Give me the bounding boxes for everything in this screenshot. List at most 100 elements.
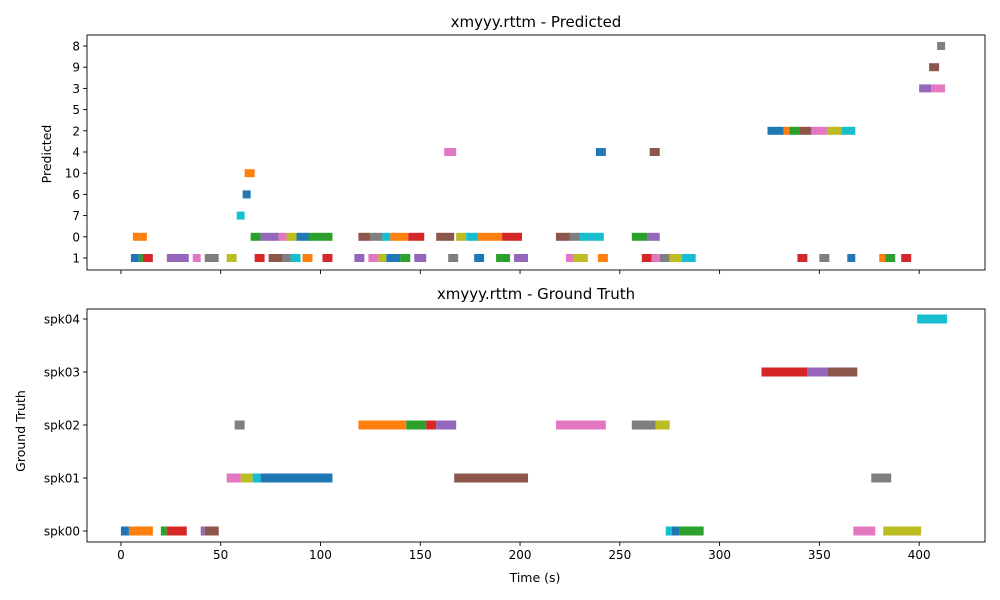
y-tick-label: 2 [72,124,80,138]
segment-bar [496,254,511,262]
segment-bar [436,232,455,241]
y-tick-label: spk01 [44,472,80,486]
segment-bar [166,526,187,536]
segment-bar [555,420,606,430]
segment-bar [871,473,892,483]
y-tick-label: 10 [65,167,80,181]
segment-bar [406,420,427,430]
segment-bar [268,254,283,262]
y-tick-label: 9 [72,61,80,75]
segment-bar [841,126,856,135]
segment-bar [651,254,660,262]
segment-bar [917,314,948,324]
segment-bar [456,232,467,241]
segment-bar [573,254,588,262]
segment-bar [671,526,680,536]
segment-bar [931,84,946,93]
segment-bar [454,473,529,483]
predicted-title: xmyyy.rttm - Predicted [451,13,622,31]
segment-bar [901,254,912,262]
segment-bar [226,254,237,262]
segment-bar [128,526,153,536]
segment-bar [200,526,205,536]
x-tick-label: 0 [117,548,125,562]
segment-bar [641,254,652,262]
segment-bar [278,232,287,241]
y-tick-label: spk03 [44,366,80,380]
segment-bar [631,420,656,430]
y-tick-label: spk00 [44,525,80,539]
segment-bar [807,367,828,377]
segment-bar [120,526,129,536]
segment-bar [400,254,411,262]
segment-bar [919,84,932,93]
segment-bar [466,232,479,241]
segment-bar [448,254,459,262]
segment-bar [260,473,333,483]
segment-bar [286,232,297,241]
segment-bar [811,126,828,135]
segment-bar [879,254,886,262]
segment-bar [679,526,704,536]
segment-bar [883,526,922,536]
segment-bar [827,126,842,135]
segment-bar [827,367,858,377]
segment-bar [937,42,946,50]
x-tick-label: 200 [509,548,532,562]
segment-bar [130,254,139,262]
segment-bar [767,126,784,135]
segment-bar [569,232,580,241]
segment-bar [681,254,696,262]
segment-bar [797,254,808,262]
ground-truth-axes-frame [86,308,986,543]
segment-bar [192,254,201,262]
segment-bar [444,148,457,156]
segment-bar [166,254,189,262]
segment-bar [761,367,808,377]
segment-bar [555,232,570,241]
y-tick-label: 6 [72,188,80,202]
y-tick-label: 5 [72,103,80,117]
segment-bar [669,254,682,262]
segment-bar [226,473,241,483]
y-tick-label: 1 [72,252,80,266]
y-tick-label: spk02 [44,419,80,433]
x-tick-label: 350 [808,548,831,562]
segment-bar [789,126,800,135]
predicted-ylabel: Predicted [39,125,54,184]
segment-bar [378,254,387,262]
segment-bar [204,254,219,262]
x-tick-label: 300 [708,548,731,562]
segment-bar [142,254,153,262]
ground-truth-ylabel: Ground Truth [13,390,28,472]
segment-bar [426,420,437,430]
x-tick-label: 150 [409,548,432,562]
segment-bar [649,148,660,156]
y-tick-label: spk04 [44,313,80,327]
segment-bar [358,420,407,430]
segment-bar [819,254,830,262]
ground-truth-x-ticks: 0 50 100 150 200 250 300 350 400 [117,542,931,562]
segment-bar [474,254,485,262]
predicted-x-ticks [120,270,920,274]
segment-bar [853,526,876,536]
segment-bar [647,232,660,241]
segment-bar [296,232,309,241]
x-tick-label: 250 [608,548,631,562]
segment-bar [138,254,143,262]
segment-bar [160,526,167,536]
segment-bar [204,526,219,536]
segment-bar [665,526,672,536]
segment-bar [408,232,425,241]
segment-bar [354,254,365,262]
segment-bar [368,254,379,262]
segment-bar [929,63,940,72]
x-tick-label: 50 [213,548,228,562]
predicted-segments [130,42,946,262]
y-tick-label: 4 [72,146,80,160]
segment-bar [799,126,812,135]
ground-truth-xlabel: Time (s) [509,570,561,585]
